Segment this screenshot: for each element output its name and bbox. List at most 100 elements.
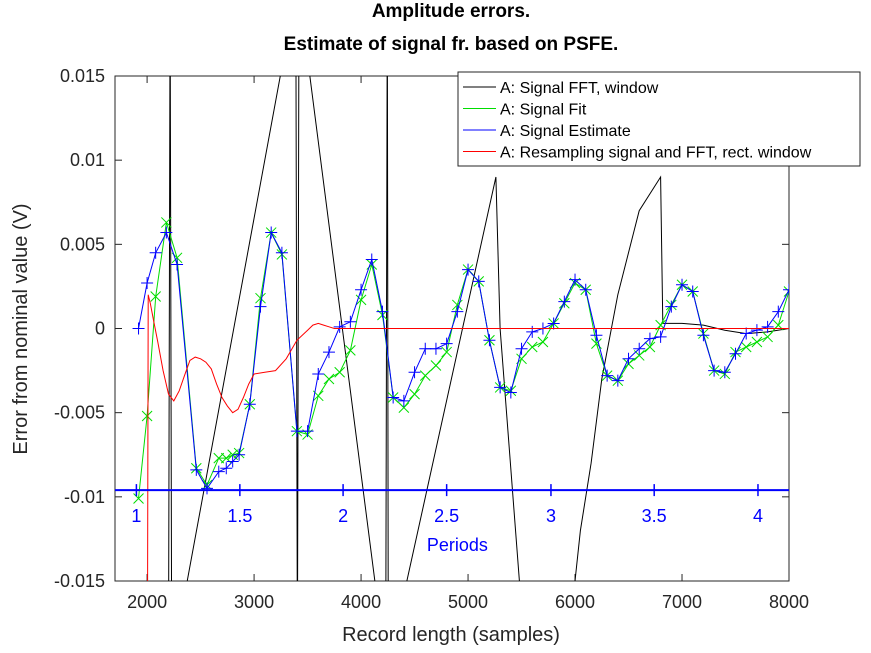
series-2-marker [462,263,475,276]
series-2-marker [212,465,225,478]
series-2-marker [376,305,389,318]
x-tick-label: 3000 [234,592,274,612]
series-2-marker [558,295,571,308]
series-2-marker [171,258,184,271]
series-1-marker [740,341,752,353]
series-2-marker [633,342,646,355]
series-2-marker [579,283,592,296]
series-1-marker [213,452,225,464]
y-tick-label: 0.01 [70,150,105,170]
series-1-marker [451,299,463,311]
series-2-marker [312,367,325,380]
series-2-marker [429,342,442,355]
series-2-marker [419,342,432,355]
series-2-marker [622,352,635,365]
series-2-marker [783,283,789,296]
series-1-marker [255,292,266,304]
series-2-marker [772,305,785,318]
series-layer [132,76,789,581]
series-2-marker [494,381,507,394]
legend-entry-2: A: Signal Estimate [500,123,631,140]
y-tick-label: -0.015 [54,571,105,591]
series-2-marker [160,226,173,239]
series-2-marker [697,329,710,342]
series-2-marker [397,394,410,407]
series-line-2 [138,231,789,490]
series-2-marker [220,462,233,475]
series-2-marker [590,329,603,342]
series-1-marker [160,217,172,228]
series-2-marker [708,364,721,377]
series-1-marker [323,373,335,385]
series-1-marker [150,291,162,302]
series-2-marker [201,482,214,495]
series-2-marker [333,320,346,333]
series-1-marker [783,286,789,297]
series-2-marker [718,366,731,379]
y-tick-label: -0.005 [54,403,105,423]
series-2-marker [243,398,256,411]
series-2-marker [132,322,145,335]
series-2-marker [265,226,278,239]
legend-entry-3: A: Resampling signal and FFT, rect. wind… [500,145,812,162]
series-1-marker [409,388,420,400]
series-1-marker [762,331,773,343]
series-2-marker [654,330,667,343]
x-tick-label: 5000 [448,592,488,612]
series-2-marker [665,300,678,313]
x-tick-label: 4000 [341,592,381,612]
legend-box [457,71,861,167]
series-2-marker [740,327,753,340]
series-line-3 [147,294,789,581]
series-2-marker [365,253,378,266]
periods-tick-label: 2 [338,506,348,526]
series-line-0 [168,76,789,581]
periods-tick-label: 2.5 [434,506,459,526]
series-2-marker [601,369,614,382]
chart-title-line-2: Estimate of signal fr. based on PSFE. [284,34,619,55]
legend-entry-0: A: Signal FFT, window [500,80,659,97]
series-2-marker [387,391,400,404]
series-2-marker [676,278,689,291]
x-axis-ticks: 2000 3000 4000 5000 6000 7000 8000 [127,76,809,612]
y-tick-label: -0.01 [64,487,105,507]
chart-title-line-1: Amplitude errors. [372,1,530,22]
series-1-marker [355,294,367,306]
series-2-marker [226,455,239,468]
periods-tick-label: 1.5 [227,506,252,526]
periods-axis-label: Periods [427,535,488,555]
series-1-marker [419,370,431,381]
series-2-marker [344,315,357,328]
series-1-marker [644,341,656,353]
series-2-marker [322,346,335,359]
periods-axis: 1 1.5 2 2.5 3 3.5 4 Periods [115,484,789,555]
series-2-marker [729,347,742,360]
y-tick-label: 0.005 [60,234,105,254]
series-1-marker [751,336,763,348]
series-2-marker [254,300,267,313]
x-tick-label: 7000 [662,592,702,612]
series-2-marker [526,325,539,338]
series-2-marker [301,425,314,438]
series-2-marker [611,374,624,387]
series-2-marker [275,246,288,259]
series-2-marker [686,285,699,298]
series-1-marker [430,360,442,371]
y-axis-label: Error from nominal value (V) [10,203,32,454]
series-2-marker [141,277,154,290]
series-2-marker [472,275,485,288]
series-2-marker [149,246,162,259]
legend: A: Signal FFT, window A: Signal Fit A: Sig… [457,71,861,167]
series-2-marker [483,334,496,347]
series-2-marker [290,425,303,438]
x-axis-label: Record length (samples) [342,624,560,646]
x-tick-label: 6000 [555,592,595,612]
periods-tick-label: 3.5 [642,506,667,526]
series-2-marker [233,448,246,461]
series-2-marker [515,342,528,355]
series-1-marker [537,336,549,348]
series-2-marker [190,463,203,476]
series-2-marker [440,337,453,350]
periods-tick-label: 4 [753,506,763,526]
